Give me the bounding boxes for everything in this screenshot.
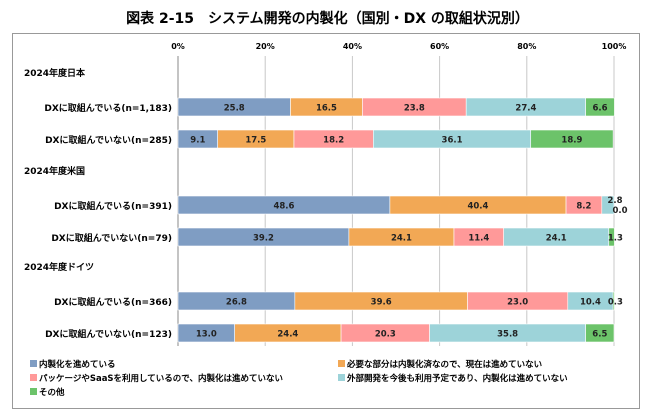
legend-label: 外部開発を今後も利用予定であり、内製化は進めていない: [346, 373, 568, 384]
data-label: 35.8: [497, 330, 518, 340]
data-label: 20.3: [375, 330, 396, 340]
bar-segment: [585, 323, 615, 343]
bar-segment: [585, 97, 615, 117]
legend-label: その他: [39, 387, 65, 398]
legend-swatch: [30, 388, 37, 395]
data-label: 39.2: [253, 234, 274, 244]
data-label: 11.4: [468, 234, 489, 244]
data-label: 39.6: [371, 298, 392, 308]
group-label: 2024年度ドイツ: [24, 261, 94, 273]
data-label: 36.1: [442, 136, 463, 146]
chart-title: 図表 2-15 システム開発の内製化（国別・DX の取組状況別）: [126, 11, 529, 27]
chart-frame: [12, 33, 640, 409]
data-label: 10.4: [580, 298, 601, 308]
data-label: 25.8: [224, 104, 245, 114]
legend-swatch: [338, 374, 345, 381]
data-label: 0.3: [608, 298, 623, 308]
legend-swatch: [30, 374, 37, 381]
x-tick-label: 20%: [256, 42, 275, 51]
x-tick-label: 0%: [171, 42, 185, 51]
bar-segment: [608, 227, 615, 247]
data-label: 0.0: [612, 206, 627, 216]
x-tick-label: 60%: [430, 42, 449, 51]
legend-label: 必要な部分は内製化済なので、現在は進めていない: [346, 359, 542, 370]
x-tick-label: 80%: [517, 42, 536, 51]
x-tick-label: 40%: [343, 42, 362, 51]
data-label: 48.6: [273, 202, 294, 212]
data-label: 24.1: [546, 234, 567, 244]
data-label: 18.2: [323, 136, 344, 146]
data-label: 24.1: [391, 234, 412, 244]
legend-label: 内製化を進めている: [39, 359, 116, 370]
legend-swatch: [338, 360, 345, 367]
row-label: DXに取組んでいる(n=391): [54, 200, 172, 212]
data-label: 6.5: [592, 330, 607, 340]
data-label: 23.0: [507, 298, 528, 308]
data-label: 17.5: [245, 136, 266, 146]
data-label: 8.2: [576, 202, 591, 212]
x-tick-label: 100%: [602, 42, 627, 51]
data-label: 16.5: [316, 104, 337, 114]
row-label: DXに取組んでいない(n=79): [51, 232, 172, 244]
bar-segment: [530, 129, 614, 149]
row-label: DXに取組んでいる(n=1,183): [44, 102, 172, 114]
row-label: DXに取組んでいる(n=366): [54, 296, 172, 308]
group-label: 2024年度日本: [24, 67, 86, 79]
bar-segment: [612, 291, 615, 311]
data-label: 23.8: [404, 104, 425, 114]
data-label: 27.4: [515, 104, 536, 114]
row-label: DXに取組んでいない(n=123): [45, 328, 172, 340]
data-label: 26.8: [226, 298, 247, 308]
legend-swatch: [30, 360, 37, 367]
legend-label: パッケージやSaaSを利用しているので、内製化は進めていない: [39, 373, 283, 384]
data-label: 2.8: [607, 196, 622, 206]
data-label: 40.4: [467, 202, 488, 212]
data-label: 1.3: [608, 234, 623, 244]
group-label: 2024年度米国: [24, 165, 85, 177]
row-label: DXに取組んでいない(n=285): [45, 134, 172, 146]
data-label: 13.0: [196, 330, 217, 340]
data-label: 6.6: [593, 104, 608, 114]
data-label: 24.4: [277, 330, 298, 340]
bar-segment: [601, 195, 615, 215]
data-label: 9.1: [190, 136, 205, 146]
data-label: 18.9: [561, 136, 582, 146]
